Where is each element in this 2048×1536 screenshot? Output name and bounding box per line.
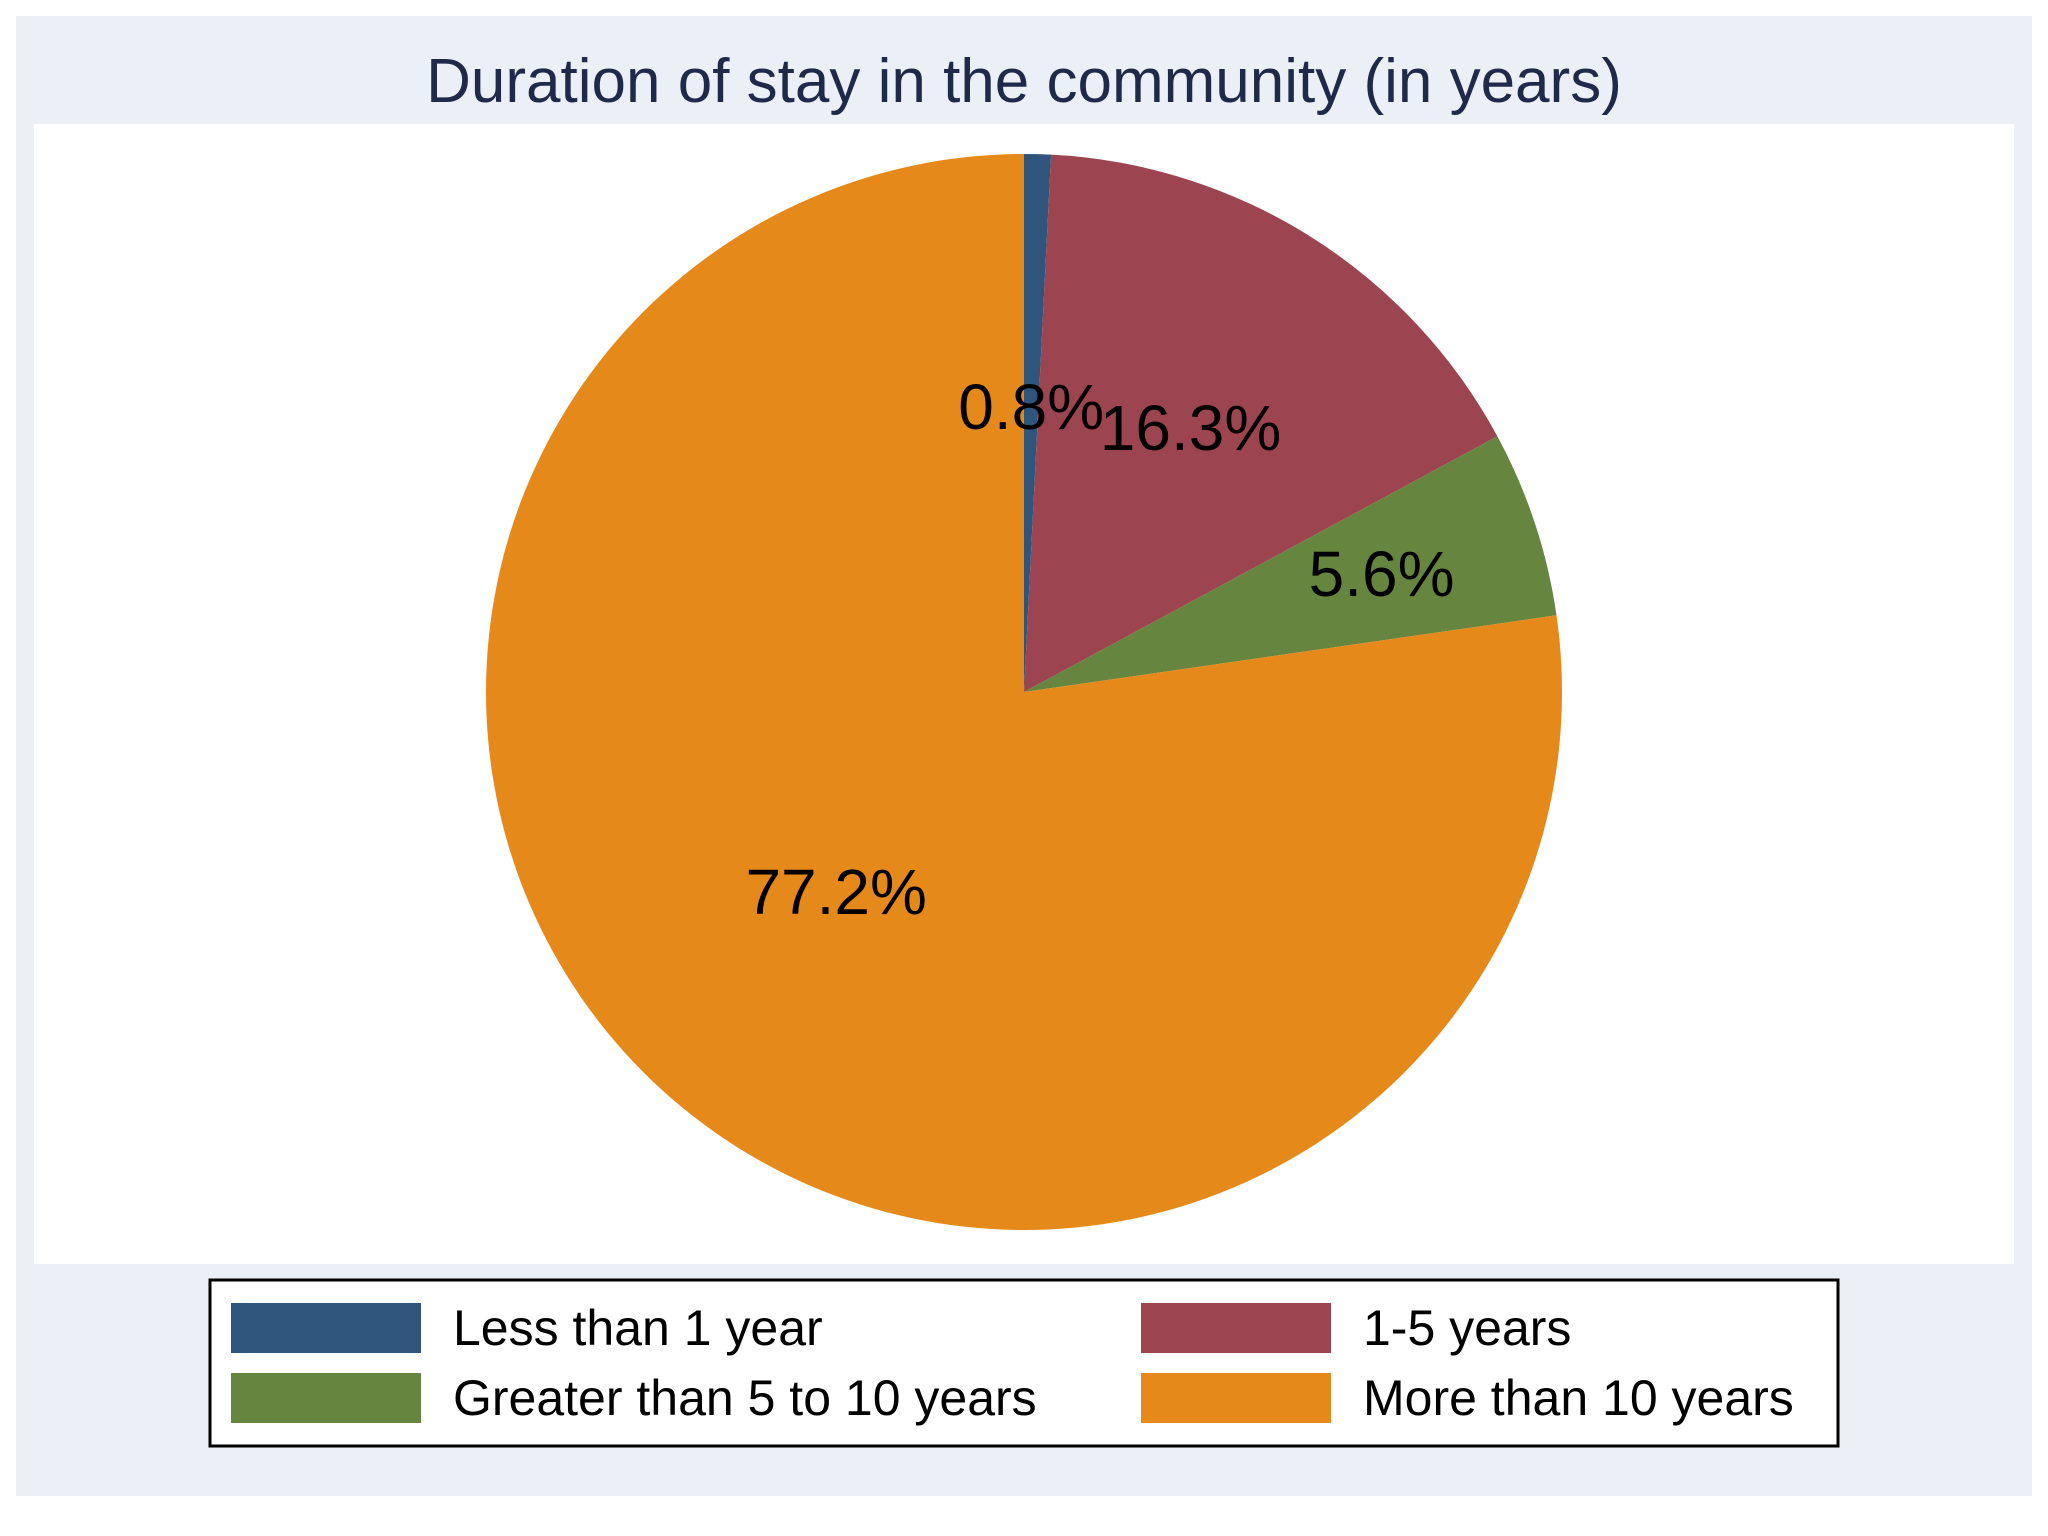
pie-slice-less-than-1-year (1024, 154, 1052, 692)
pie-slice-1-5-years (1024, 154, 1498, 692)
pie-slices (485, 154, 1562, 1230)
legend-label-1-5-years: 1-5 years (1363, 1300, 1571, 1356)
legend-box (208, 1278, 1840, 1448)
pie-slice-labels: 0.8%16.3% 5.6% 77.2% (745, 371, 1454, 928)
slice-label-greater-than-5-to-10-years: 5.6% (1309, 538, 1455, 610)
legend-swatch-more-than-10-years (1141, 1373, 1331, 1423)
chart-title: Duration of stay in the community (in ye… (426, 47, 1622, 116)
legend-swatch-greater-than-5-to-10-years (231, 1373, 421, 1423)
slice-label-less-than-1-year: 0.8% (958, 371, 1104, 443)
slice-label-1-5-years: 16.3% (1100, 392, 1281, 464)
legend-swatch-1-5-years (1141, 1303, 1331, 1353)
legend-label-less-than-1-year: Less than 1 year (453, 1300, 823, 1356)
legend-swatch-less-than-1-year (231, 1303, 421, 1353)
slice-label-more-than-10-years: 77.2% (745, 856, 926, 928)
legend-label-more-than-10-years: More than 10 years (1363, 1370, 1794, 1426)
legend-label-greater-than-5-to-10-years: Greater than 5 to 10 years (453, 1370, 1037, 1426)
legend: Less than 1 year 1-5 years Greater than 5 … (208, 1278, 1840, 1448)
pie-slice-more-than-10-years (485, 154, 1562, 1230)
pie-slice-greater-than-5-to-10-years (1024, 436, 1557, 692)
